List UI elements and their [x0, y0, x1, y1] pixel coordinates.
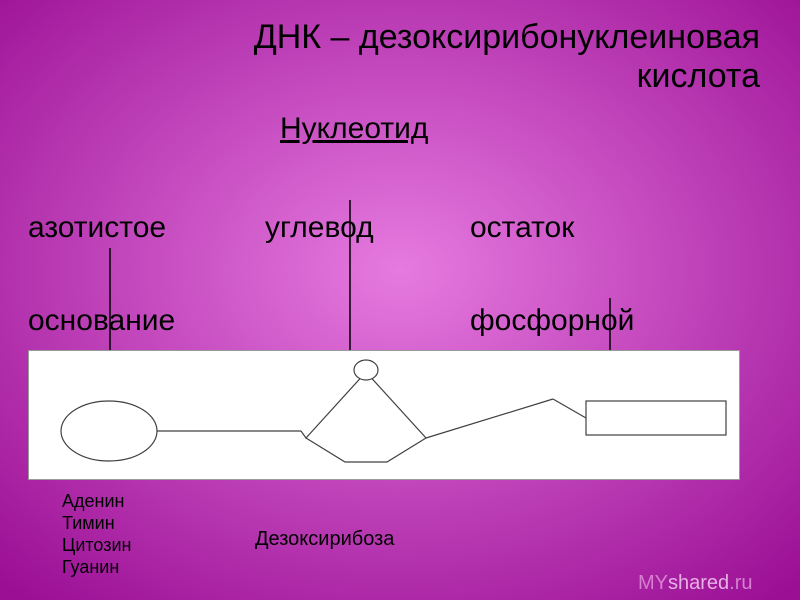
watermark: MYshared.ru: [638, 572, 753, 595]
slide-content: ДНК – дезоксирибонуклеиновая кислота Нук…: [0, 0, 800, 600]
nucleotide-diagram: [29, 351, 741, 481]
watermark-prefix: MY: [638, 572, 668, 594]
nucleotide-diagram-box: [28, 350, 740, 480]
base-ellipse-icon: [61, 401, 157, 461]
bond-line: [301, 431, 306, 438]
watermark-accent: shared: [668, 572, 729, 594]
bond-line: [426, 399, 553, 438]
sugar-name-label: Дезоксирибоза: [255, 528, 394, 551]
watermark-suffix: .ru: [729, 572, 752, 594]
nitrogenous-bases-list: Аденин Тимин Цитозин Гуанин: [62, 490, 131, 578]
sugar-oxygen-icon: [354, 360, 378, 380]
phosphate-rect-icon: [586, 401, 726, 435]
sugar-pentagon-icon: [306, 372, 426, 462]
bond-line: [553, 399, 586, 418]
